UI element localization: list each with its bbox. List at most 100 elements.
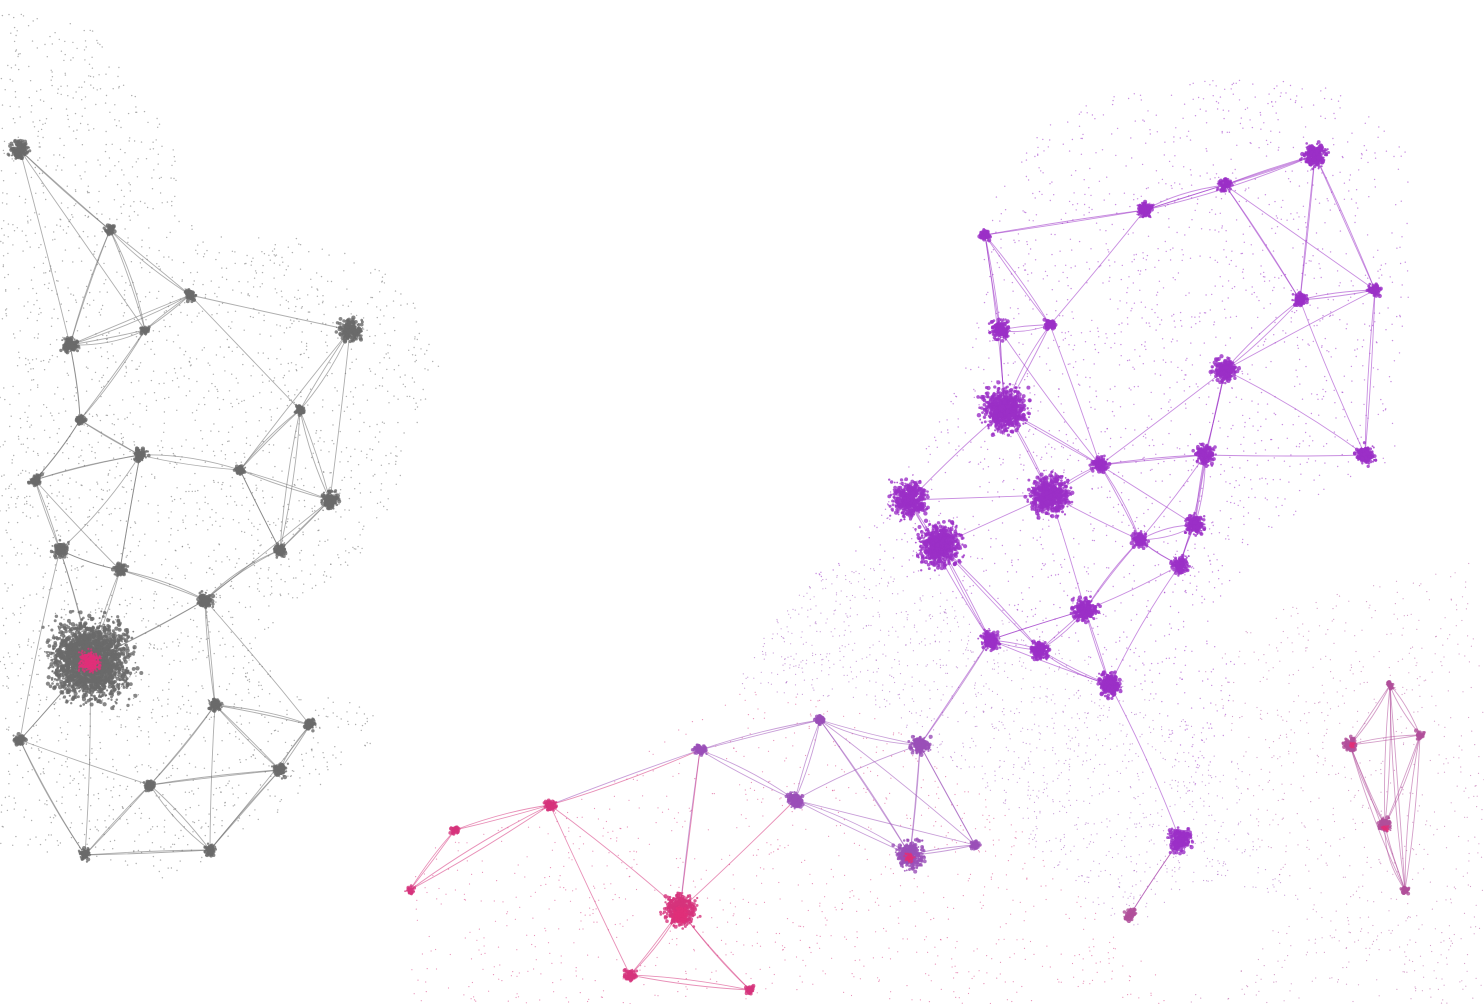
population-dot (955, 966, 956, 967)
population-dot (1267, 888, 1268, 889)
population-dot (867, 859, 868, 860)
population-dot (1044, 866, 1045, 867)
population-dot (1130, 812, 1131, 813)
population-dot (262, 450, 263, 451)
population-dot (637, 780, 638, 781)
population-dot (25, 364, 26, 365)
population-dot (119, 475, 120, 476)
population-dot (771, 684, 772, 685)
population-dot (140, 608, 141, 609)
population-dot (979, 970, 980, 971)
population-dot (1052, 799, 1053, 800)
population-dot (43, 771, 44, 772)
population-dot (1054, 733, 1055, 734)
population-dot (46, 804, 47, 805)
population-dot (935, 781, 936, 782)
population-dot (951, 958, 952, 959)
population-dot (873, 957, 874, 958)
population-dot (70, 506, 71, 507)
population-dot (1217, 795, 1218, 796)
population-dot (928, 975, 929, 976)
population-dot (381, 483, 382, 484)
population-dot (1113, 957, 1114, 958)
population-dot (1068, 729, 1069, 730)
population-dot (280, 349, 281, 350)
population-dot (122, 441, 123, 442)
population-dot (202, 520, 203, 521)
population-dot (875, 931, 876, 932)
population-dot (189, 547, 190, 548)
population-dot (795, 704, 796, 705)
population-dot (277, 408, 278, 409)
population-dot (44, 430, 45, 431)
population-dot (382, 277, 383, 278)
population-dot (232, 646, 233, 647)
population-dot (374, 474, 375, 475)
population-dot (1355, 823, 1356, 824)
population-dot (907, 665, 908, 666)
population-dot (1155, 974, 1156, 975)
population-dot (109, 470, 110, 471)
population-dot (202, 688, 203, 689)
population-dot (1217, 860, 1218, 861)
population-dot (1184, 785, 1185, 786)
population-dot (1088, 664, 1089, 665)
population-dot (146, 158, 147, 159)
population-dot (1464, 963, 1465, 964)
population-dot (339, 493, 340, 494)
population-dot (463, 994, 464, 995)
population-dot (999, 721, 1000, 722)
population-dot (970, 747, 971, 748)
population-dot (413, 398, 414, 399)
population-dot (80, 455, 81, 456)
population-dot (273, 380, 274, 381)
population-dot (935, 821, 936, 822)
population-dot (1026, 743, 1027, 744)
population-dot (1194, 734, 1195, 735)
population-dot (232, 477, 233, 478)
germany-layer (1191, 563, 1484, 1004)
population-dot (69, 478, 70, 479)
population-dot (307, 319, 308, 320)
population-dot (404, 374, 405, 375)
population-dot (90, 805, 91, 806)
population-dot (248, 689, 249, 690)
population-dot (225, 458, 226, 459)
population-dot (48, 834, 49, 835)
population-dot (733, 748, 734, 749)
population-dot (587, 955, 588, 956)
population-dot (271, 593, 272, 594)
population-dot (1357, 711, 1358, 712)
population-dot (1403, 971, 1404, 972)
population-dot (135, 523, 136, 524)
population-dot (1049, 840, 1050, 841)
population-dot (1031, 701, 1032, 702)
population-dot (290, 319, 291, 320)
population-dot (327, 345, 328, 346)
population-dot (158, 291, 159, 292)
population-dot (284, 385, 285, 386)
population-dot (128, 182, 129, 183)
population-dot (1109, 820, 1110, 821)
population-dot (860, 671, 861, 672)
population-dot (114, 434, 115, 435)
population-dot (422, 953, 423, 954)
population-dot (484, 953, 485, 954)
population-dot (314, 487, 315, 488)
population-dot (200, 861, 201, 862)
population-dot (55, 271, 56, 272)
population-dot (241, 401, 242, 402)
population-dot (1047, 688, 1048, 689)
population-dot (1315, 943, 1316, 944)
population-dot (193, 448, 194, 449)
population-dot (558, 928, 559, 929)
population-dot (689, 808, 690, 809)
population-dot (1085, 898, 1086, 899)
population-dot (316, 272, 317, 273)
population-dot (850, 616, 851, 617)
population-dot (50, 412, 51, 413)
population-dot (1080, 695, 1081, 696)
population-dot (38, 655, 39, 656)
population-dot (47, 506, 48, 507)
population-dot (414, 307, 415, 308)
